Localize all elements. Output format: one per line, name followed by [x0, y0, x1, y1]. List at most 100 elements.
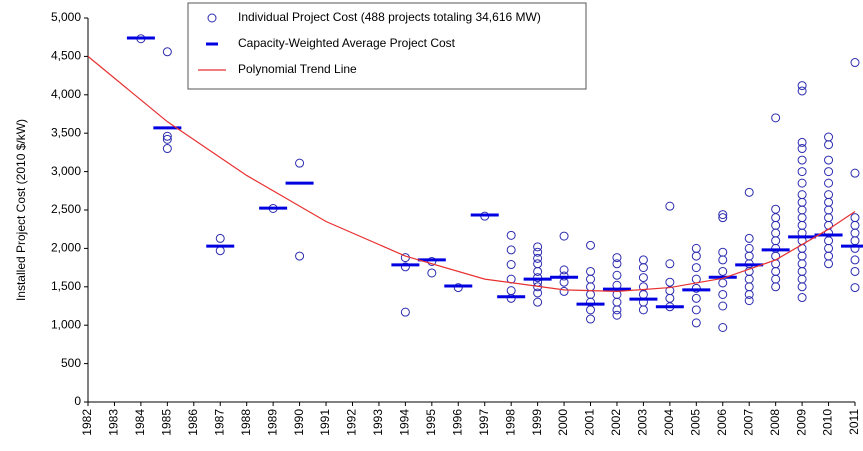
project-point [824, 251, 834, 261]
project-point [771, 236, 781, 246]
project-point [744, 243, 754, 253]
project-point [797, 155, 807, 165]
project-point [824, 140, 834, 150]
project-point [824, 155, 834, 165]
project-point [586, 289, 596, 299]
project-point [533, 273, 543, 283]
y-tick-label: 2,000 [51, 241, 81, 255]
x-tick-label: 2005 [688, 409, 702, 436]
project-point [797, 274, 807, 284]
project-point [612, 270, 622, 280]
project-point [771, 113, 781, 123]
project-point [559, 265, 569, 275]
project-point [612, 259, 622, 269]
project-point [850, 220, 860, 230]
project-point [665, 277, 675, 287]
project-point [771, 204, 781, 214]
project-point [797, 293, 807, 303]
x-tick-label: 1992 [345, 409, 359, 436]
project-point [612, 253, 622, 263]
project-point [691, 318, 701, 328]
x-tick-label: 1998 [503, 409, 517, 436]
x-tick-label: 2010 [821, 409, 835, 436]
project-point [638, 289, 648, 299]
project-point [850, 236, 860, 246]
x-tick-label: 2007 [741, 409, 755, 436]
x-tick-label: 1983 [107, 409, 121, 436]
project-point [797, 81, 807, 91]
project-point [665, 259, 675, 269]
y-tick-label: 1,500 [51, 279, 81, 293]
project-point [744, 274, 754, 284]
project-point [850, 266, 860, 276]
y-tick-label: 3,000 [51, 164, 81, 178]
project-point [744, 296, 754, 306]
y-tick-label: 4,000 [51, 87, 81, 101]
project-point [691, 263, 701, 273]
project-point [665, 201, 675, 211]
x-tick-label: 2008 [768, 409, 782, 436]
project-point [533, 247, 543, 257]
x-tick-label: 2004 [662, 409, 676, 436]
project-point [824, 178, 834, 188]
project-point [691, 293, 701, 303]
project-point [612, 305, 622, 315]
x-tick-label: 1988 [239, 409, 253, 436]
project-point [797, 220, 807, 230]
legend-label: Polynomial Trend Line [238, 62, 357, 76]
trend-line [87, 55, 856, 293]
project-point [771, 213, 781, 223]
project-point [850, 283, 860, 293]
y-tick-label: 2,500 [51, 202, 81, 216]
x-tick-label: 2011 [847, 409, 861, 435]
y-axis-label: Installed Project Cost (2010 $/kW) [14, 119, 28, 301]
project-point [612, 310, 622, 320]
x-tick-label: 1991 [318, 409, 332, 436]
project-point [771, 266, 781, 276]
project-point [533, 288, 543, 298]
project-point [797, 282, 807, 292]
x-tick-label: 1990 [292, 409, 306, 436]
project-point [718, 213, 728, 223]
project-point [559, 277, 569, 287]
y-tick-label: 5,000 [51, 10, 81, 24]
project-point [295, 158, 305, 168]
project-point [797, 86, 807, 96]
project-point [718, 210, 728, 220]
project-point [586, 305, 596, 315]
project-point [824, 190, 834, 200]
project-point [797, 213, 807, 223]
project-point [718, 278, 728, 288]
project-point [824, 259, 834, 269]
project-point [850, 243, 860, 253]
x-tick-label: 1986 [186, 409, 200, 436]
project-point [691, 305, 701, 315]
project-point [718, 266, 728, 276]
project-point [797, 137, 807, 147]
x-tick-label: 2003 [636, 409, 650, 436]
project-point [215, 233, 225, 243]
project-point [744, 289, 754, 299]
project-point [718, 289, 728, 299]
project-point [797, 190, 807, 200]
y-tick-label: 4,500 [51, 49, 81, 63]
x-tick-label: 1987 [212, 409, 226, 436]
project-point [506, 260, 516, 270]
project-point [797, 266, 807, 276]
project-point [586, 282, 596, 292]
legend-label: Capacity-Weighted Average Project Cost [238, 36, 456, 50]
project-point [533, 266, 543, 276]
x-tick-label: 1984 [133, 409, 147, 436]
project-point [744, 233, 754, 243]
project-point [797, 167, 807, 177]
project-point [824, 132, 834, 142]
project-point [771, 282, 781, 292]
project-point [744, 187, 754, 197]
project-point [850, 255, 860, 265]
project-point [559, 286, 569, 296]
project-point [797, 205, 807, 215]
project-point [691, 283, 701, 293]
project-point [824, 197, 834, 207]
project-point [824, 213, 834, 223]
project-point [797, 197, 807, 207]
